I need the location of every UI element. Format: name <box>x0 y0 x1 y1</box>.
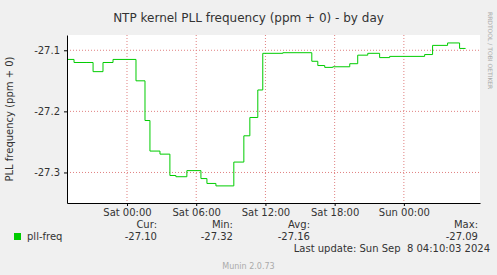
tick: -27.1 <box>34 45 67 56</box>
grid-line <box>126 35 127 203</box>
legend-entry: pll-freq <box>27 231 62 242</box>
y-axis: -27.3 -27.2 -27.1 <box>34 36 67 204</box>
axis-line <box>68 203 481 204</box>
stat-value: -27.09 <box>446 231 478 242</box>
tick-label: Sat 12:00 <box>242 207 290 218</box>
grid <box>67 35 480 203</box>
credit: Munin 2.0.73 <box>222 262 274 271</box>
stat-name: Avg: <box>288 219 310 230</box>
grid-line <box>403 35 404 203</box>
tick: Sat 12:00 <box>242 203 290 218</box>
tick-label: -27.1 <box>34 45 60 56</box>
grid-line <box>67 111 480 112</box>
tick-label: -27.2 <box>34 106 60 117</box>
tick-mark <box>196 203 197 206</box>
tick: Sat 06:00 <box>173 203 221 218</box>
legend-swatch <box>14 233 21 240</box>
tick-mark <box>127 203 128 206</box>
stat-name: Cur: <box>136 219 157 230</box>
axis-line <box>67 36 68 204</box>
x-axis: Sat 00:00 Sat 06:00 Sat 12:00 Sat 18:00 Sun … <box>68 203 481 218</box>
stat-value: -27.10 <box>125 231 157 242</box>
stat-name: Min: <box>212 219 233 230</box>
tick-label: Sat 18:00 <box>311 207 359 218</box>
tick-mark <box>335 203 336 206</box>
tick-mark <box>64 50 67 51</box>
plot <box>67 43 465 186</box>
grid-line <box>67 50 480 51</box>
grid-line <box>334 35 335 203</box>
tick-label: Sat 00:00 <box>103 207 151 218</box>
stat-name: Max: <box>454 219 478 230</box>
grid-line <box>196 35 197 203</box>
title: NTP kernel PLL frequency (ppm + 0) - by … <box>113 11 384 25</box>
tick-mark <box>265 203 266 206</box>
tick-label: Sat 06:00 <box>173 207 221 218</box>
tick: Sat 18:00 <box>311 203 359 218</box>
tick: -27.3 <box>34 167 67 178</box>
stat-value: -27.32 <box>201 231 233 242</box>
tick-mark <box>64 172 67 173</box>
tick-label: Sun 00:00 <box>379 207 430 218</box>
background <box>0 0 497 275</box>
tick: -27.2 <box>34 106 67 117</box>
plot-area <box>67 35 480 203</box>
watermark: RRDTOOL / TOBI OETIKER <box>487 12 494 89</box>
tick-mark <box>404 203 405 206</box>
grid-line <box>265 35 266 203</box>
chart: -27.3 -27.2 -27.1 Sat 00:00 Sat 06:00 Sat 12:… <box>0 0 497 275</box>
tick-label: -27.3 <box>34 167 60 178</box>
y-axis-title: PLL frequency (ppm + 0) <box>4 56 15 181</box>
grid-line <box>67 172 480 173</box>
tick: Sun 00:00 <box>379 203 430 218</box>
last-update: Last update: Sun Sep 8 04:10:03 2024 <box>294 243 490 254</box>
series-line <box>67 43 465 186</box>
tick: Sat 00:00 <box>103 203 151 218</box>
stat-value: -27.16 <box>278 231 310 242</box>
tick-mark <box>64 111 67 112</box>
